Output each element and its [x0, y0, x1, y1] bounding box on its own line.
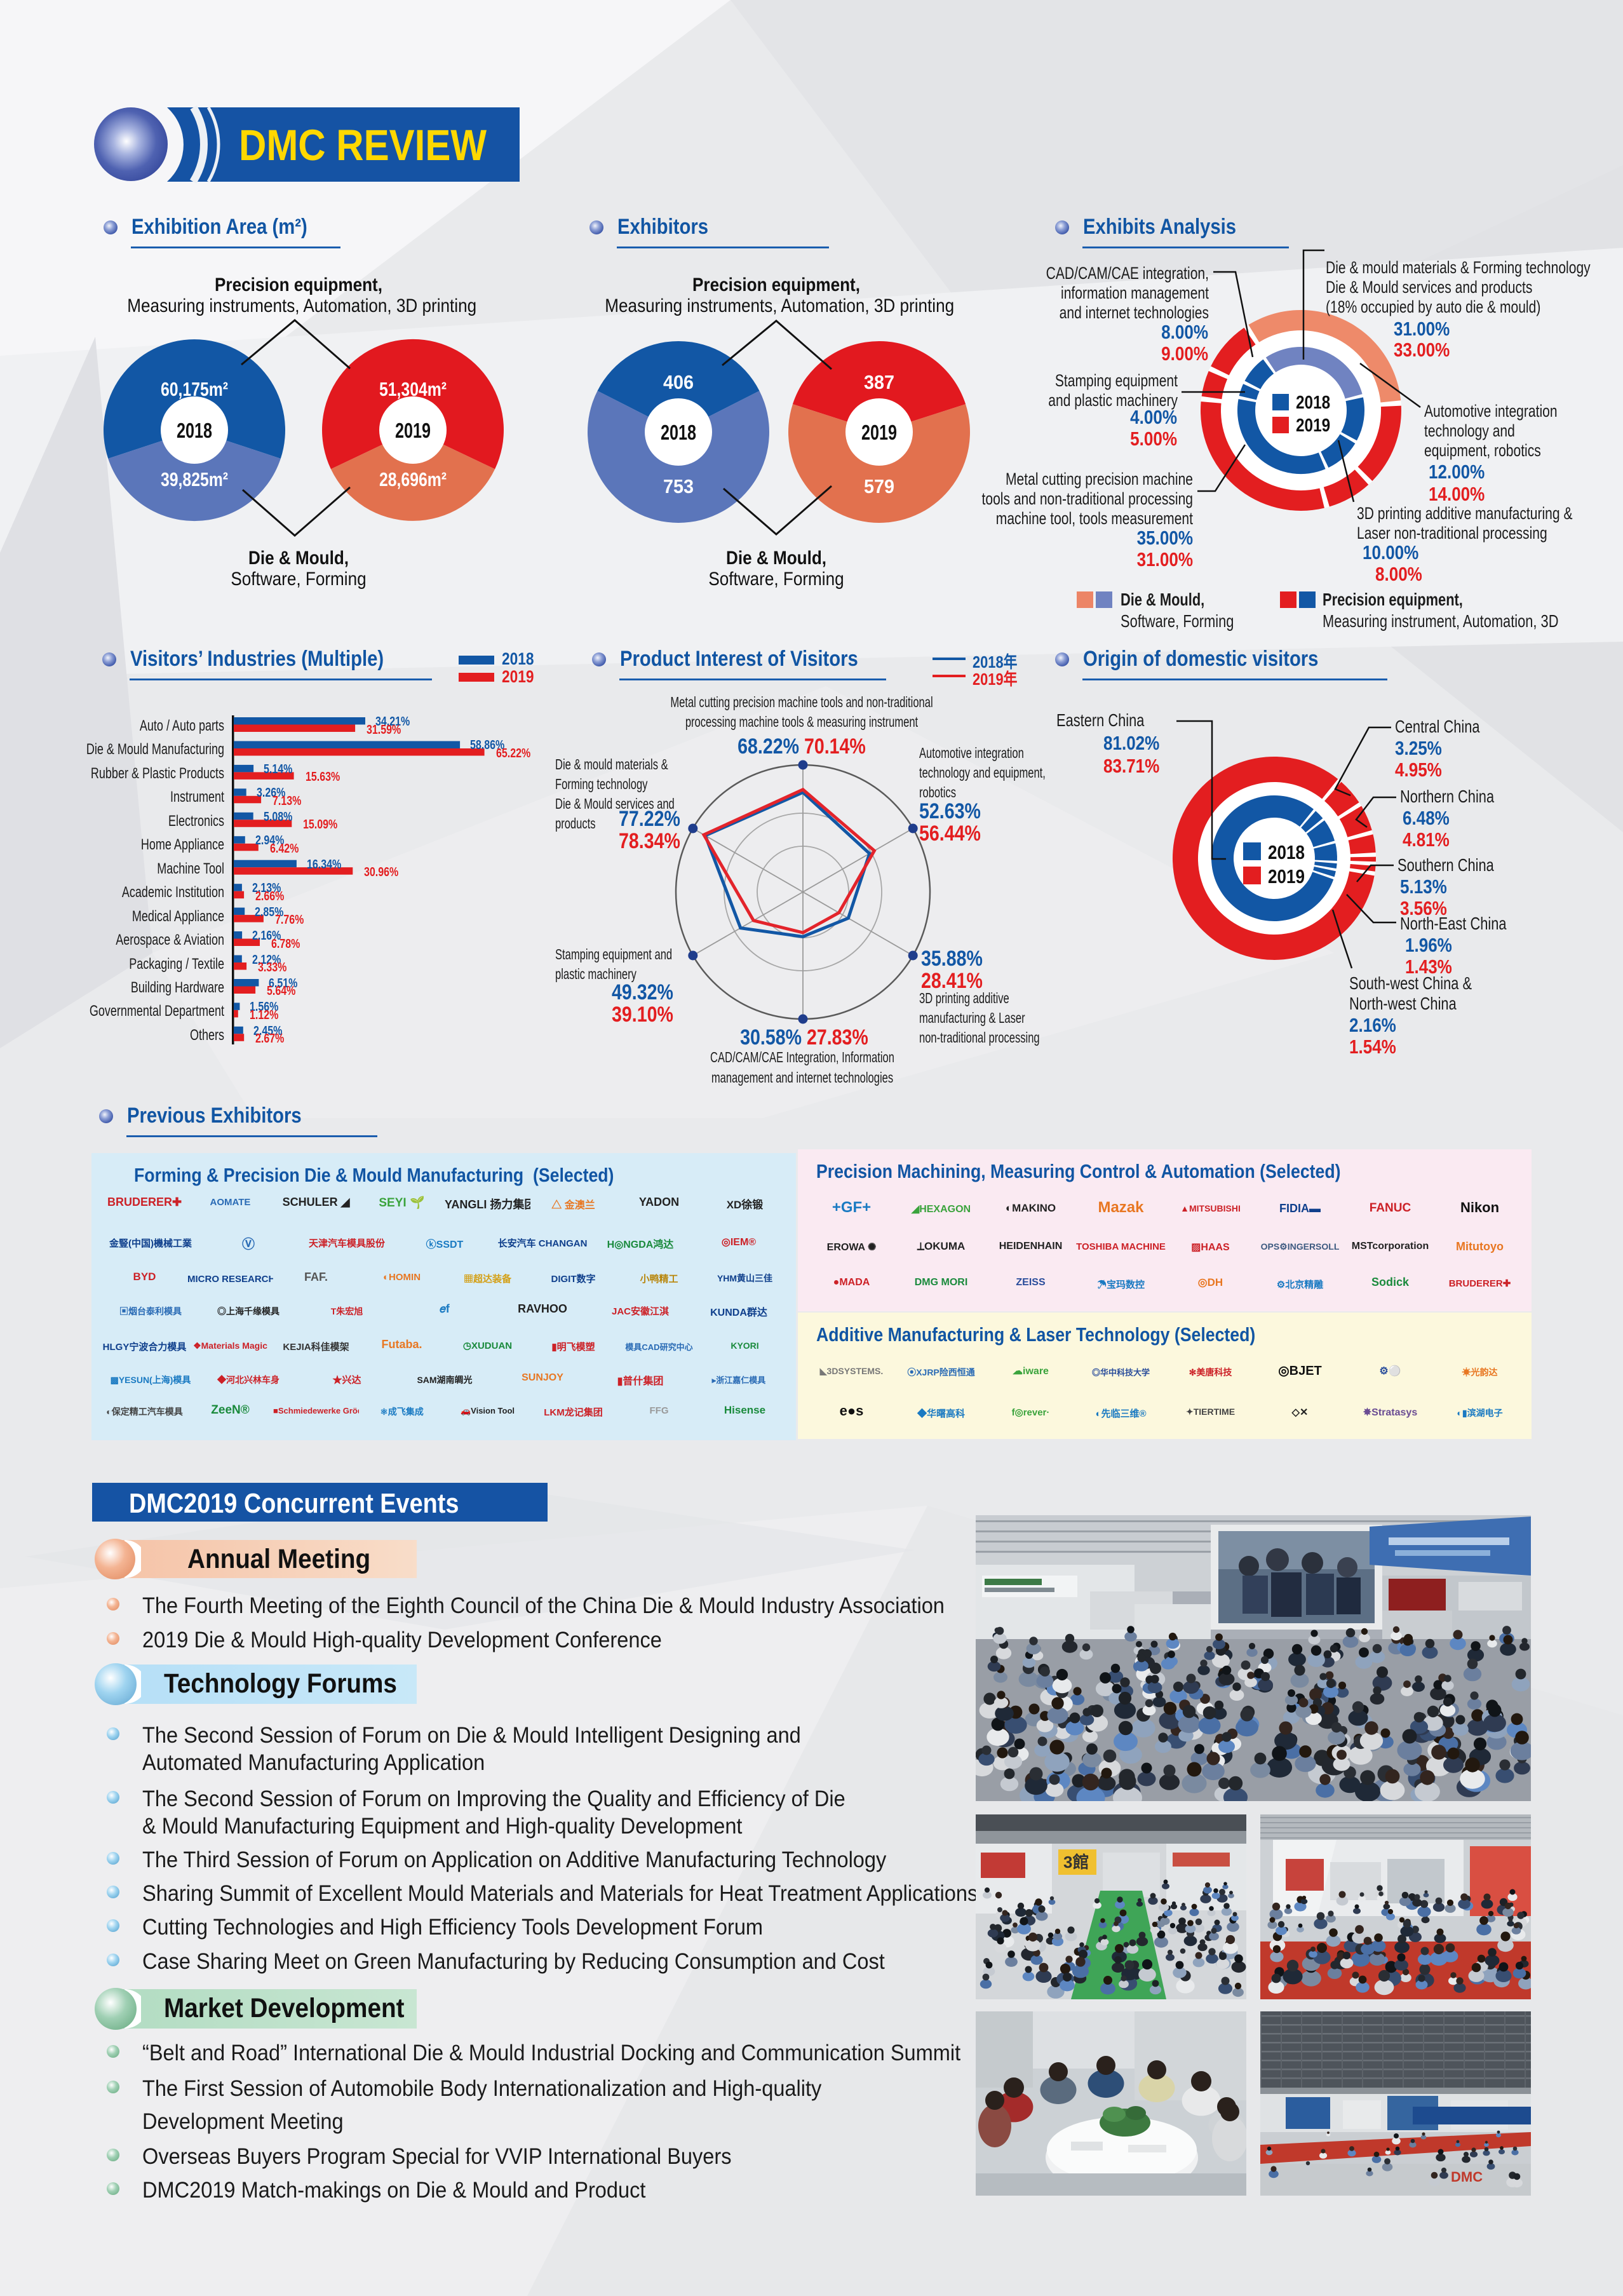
- svg-text:DMC REVIEW: DMC REVIEW: [239, 121, 487, 170]
- svg-text:753: 753: [663, 475, 694, 497]
- svg-text:3館: 3館: [1063, 1853, 1089, 1872]
- svg-text:39,825m²: 39,825m²: [161, 468, 228, 490]
- svg-text:2018: 2018: [661, 421, 696, 444]
- svg-text:2018: 2018: [177, 419, 212, 442]
- svg-text:2019: 2019: [395, 419, 431, 442]
- svg-text:387: 387: [864, 371, 894, 393]
- svg-text:28,696m²: 28,696m²: [379, 468, 447, 490]
- svg-text:DMC: DMC: [1451, 2169, 1483, 2185]
- svg-text:51,304m²: 51,304m²: [379, 378, 447, 400]
- svg-text:60,175m²: 60,175m²: [161, 378, 228, 400]
- svg-text:579: 579: [864, 475, 894, 497]
- svg-text:406: 406: [663, 371, 694, 393]
- svg-text:2019: 2019: [861, 421, 897, 444]
